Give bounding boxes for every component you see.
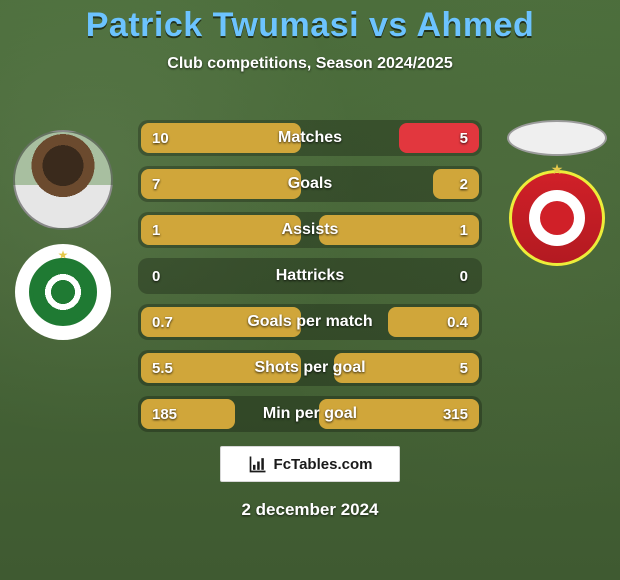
stat-row: 72Goals [138,166,482,202]
player-right-club-badge: ★ [509,170,605,266]
stat-row: 5.55Shots per goal [138,350,482,386]
stat-label: Min per goal [138,396,482,432]
stat-label: Hattricks [138,258,482,294]
stat-label: Goals [138,166,482,202]
source-logo: FcTables.com [220,446,400,482]
stat-row: 0.70.4Goals per match [138,304,482,340]
stat-row: 185315Min per goal [138,396,482,432]
chart-icon [248,454,268,474]
stats-container: 105Matches 72Goals 11Assists 00Hattricks 0.7… [138,120,482,442]
player-right-avatar [507,120,607,156]
stat-label: Assists [138,212,482,248]
page-title: Patrick Twumasi vs Ahmed [0,0,620,45]
stat-row: 105Matches [138,120,482,156]
stat-row: 11Assists [138,212,482,248]
date-stamp: 2 december 2024 [0,500,620,520]
subtitle: Club competitions, Season 2024/2025 [0,55,620,73]
player-left-column: ★ [8,130,118,340]
source-logo-text: FcTables.com [274,456,373,473]
player-left-club-badge: ★ [15,244,111,340]
player-left-avatar [13,130,113,230]
stat-label: Goals per match [138,304,482,340]
star-icon: ★ [551,161,564,178]
player-right-column: ★ [502,120,612,266]
stat-row: 00Hattricks [138,258,482,294]
star-icon: ★ [58,248,69,262]
stat-label: Matches [138,120,482,156]
stat-label: Shots per goal [138,350,482,386]
